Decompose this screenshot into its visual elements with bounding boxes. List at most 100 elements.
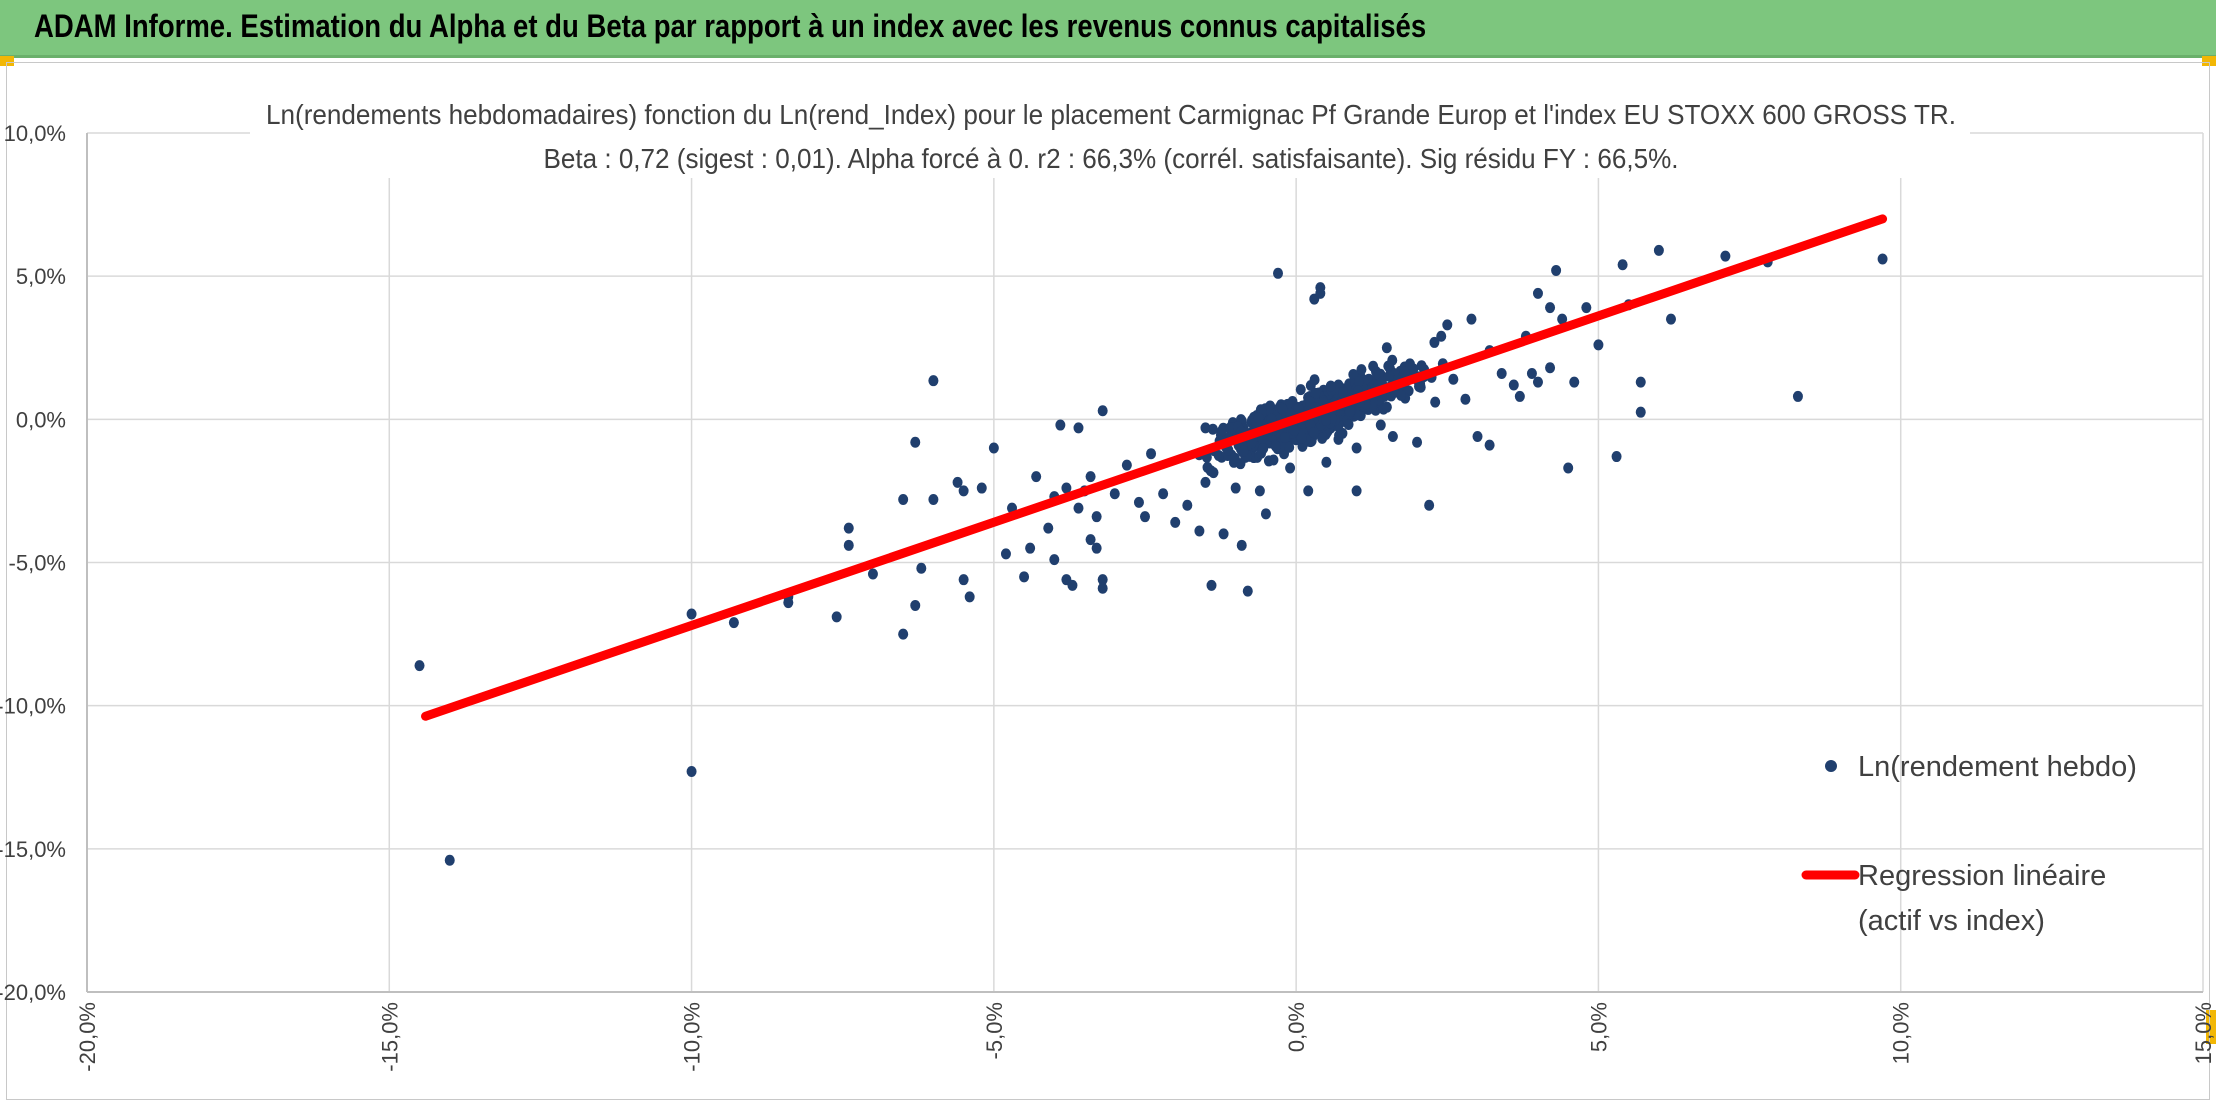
scatter-point (686, 608, 697, 620)
corner-marker-bottom-right (2206, 1010, 2216, 1044)
scatter-point (1097, 582, 1108, 594)
scatter-point (1310, 387, 1321, 399)
scatter-point (444, 854, 455, 866)
scatter-point (898, 628, 909, 640)
scatter-point (928, 375, 939, 387)
scatter-point (1206, 579, 1217, 591)
legend-marker-points (1825, 760, 1837, 772)
scatter-point (1073, 502, 1084, 514)
scatter-point (1230, 482, 1241, 494)
scatter-point (1356, 364, 1367, 376)
scatter-point (1351, 485, 1362, 497)
scatter-point (1229, 452, 1240, 464)
scatter-point (1321, 456, 1332, 468)
scatter-point (1514, 390, 1525, 402)
scatter-point (1343, 419, 1354, 431)
corner-marker-right (2202, 56, 2216, 66)
x-tick-label: -20,0% (75, 1002, 100, 1072)
scatter-point (1000, 548, 1011, 560)
regression-line (421, 214, 1888, 721)
scatter-point (1158, 488, 1169, 500)
scatter-point (958, 574, 969, 586)
scatter-point (1097, 574, 1108, 586)
scatter-point (843, 539, 854, 551)
scatter-point (1253, 412, 1264, 424)
scatter-point (1429, 336, 1440, 348)
scatter-point (1109, 488, 1120, 500)
title-background (250, 98, 1970, 178)
scatter-point (1436, 330, 1447, 342)
scatter-point (1216, 425, 1227, 437)
x-tick-label: 0,0% (1284, 1002, 1309, 1052)
scatter-point (1254, 485, 1265, 497)
scatter-point (1635, 406, 1646, 418)
y-tick-label: -10,0% (0, 694, 66, 719)
scatter-point (1348, 368, 1359, 380)
scatter-point (1273, 267, 1284, 279)
scatter-point (928, 494, 939, 506)
scatter-point (783, 597, 794, 609)
scatter-point (1442, 319, 1453, 331)
scatter-point (1581, 302, 1592, 314)
scatter-point (1270, 440, 1281, 452)
scatter-point (988, 442, 999, 454)
legend-label-regression-line2: (actif vs index) (1858, 905, 2045, 937)
scatter-point (1593, 339, 1604, 351)
scatter-point (1182, 499, 1193, 511)
scatter-point (1551, 264, 1562, 276)
scatter-point (1526, 368, 1537, 380)
chart-subtitle: Beta : 0,72 (sigest : 0,01). Alpha forcé… (544, 143, 1679, 174)
scatter-point (1353, 376, 1364, 388)
scatter-point (1383, 370, 1394, 382)
scatter-point (1309, 427, 1320, 439)
scatter-point (1381, 342, 1392, 354)
x-tick-label: -15,0% (377, 1002, 402, 1072)
scatter-point (964, 591, 975, 603)
scatter-point (1309, 374, 1320, 386)
scatter-point (1055, 419, 1066, 431)
scatter-point (1305, 418, 1316, 430)
scatter-point (1472, 431, 1483, 443)
scatter-point (1146, 448, 1157, 460)
scatter-point (1315, 287, 1326, 299)
y-tick-label: -5,0% (9, 551, 66, 576)
scatter-point (1387, 431, 1398, 443)
scatter-points (414, 244, 1888, 866)
scatter-point (728, 617, 739, 629)
scatter-point (1557, 313, 1568, 325)
scatter-point (910, 436, 921, 448)
scatter-point (1545, 302, 1556, 314)
chart-legend: Ln(rendement hebdo) Regression linéaire … (1801, 751, 2137, 937)
scatter-point (831, 611, 842, 623)
scatter-point (1019, 571, 1030, 583)
y-tick-label: 5,0% (16, 264, 66, 289)
scatter-point (1665, 313, 1676, 325)
scatter-point (1635, 376, 1646, 388)
x-tick-label: -5,0% (982, 1002, 1007, 1059)
scatter-point (1097, 405, 1108, 417)
scatter-point (1049, 554, 1060, 566)
scatter-point (898, 494, 909, 506)
scatter-point (1317, 432, 1328, 444)
scatter-point (958, 485, 969, 497)
x-tick-label: 10,0% (1889, 1002, 1914, 1064)
scatter-point (1289, 424, 1300, 436)
scatter-point (1460, 393, 1471, 405)
scatter-point (1532, 376, 1543, 388)
scatter-point (1200, 422, 1211, 434)
scatter-point (916, 562, 927, 574)
scatter-point (1383, 360, 1394, 372)
scatter-point (1295, 384, 1306, 396)
corner-marker-left (0, 56, 14, 66)
scatter-point (1260, 508, 1271, 520)
scatter-point (1121, 459, 1132, 471)
scatter-point (1242, 585, 1253, 597)
scatter-point (1496, 368, 1507, 380)
scatter-point (1067, 579, 1078, 591)
scatter-point (1025, 542, 1036, 554)
scatter-point (1381, 401, 1392, 413)
scatter-point (1508, 379, 1519, 391)
scatter-point (1404, 358, 1415, 370)
scatter-point (1792, 390, 1803, 402)
